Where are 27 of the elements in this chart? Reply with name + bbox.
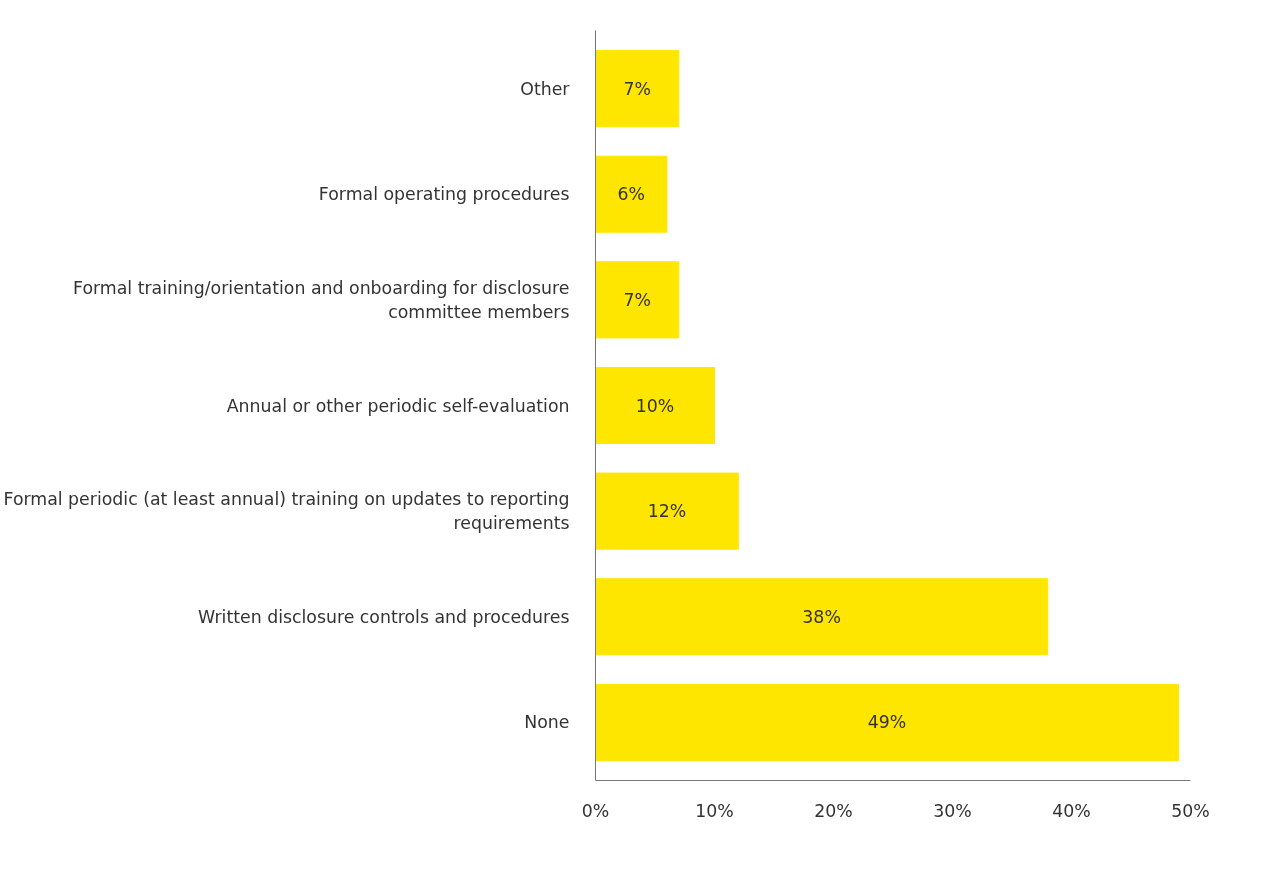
y-tick-label: Formal training/orientation and onboarding for disclosure committee members: [73, 277, 570, 322]
bar: [595, 578, 1049, 656]
y-tick-label: Formal operating procedures: [318, 184, 570, 205]
data-label: 6%: [617, 184, 645, 205]
x-tick-label: 20%: [814, 800, 853, 821]
data-label: 10%: [635, 395, 675, 416]
x-tick-label: 40%: [1052, 800, 1091, 821]
data-label: 7%: [623, 78, 651, 99]
x-tick-label: 30%: [933, 800, 972, 821]
y-tick-label: Written disclosure controls and procedures: [198, 606, 570, 627]
bar: [595, 366, 715, 445]
x-tick-label: 50%: [1171, 800, 1210, 821]
data-label: 49%: [867, 712, 907, 733]
y-tick-label: Formal periodic (at least annual) training on updates to reporting requirements: [3, 489, 570, 534]
bar: [595, 155, 668, 233]
x-tick-label: 0%: [581, 800, 610, 821]
data-label: 12%: [647, 501, 687, 522]
y-tick-label: None: [524, 712, 570, 733]
y-tick-label: Annual or other periodic self-evaluation: [226, 395, 570, 416]
bar: [595, 50, 680, 128]
y-tick-label: Other: [520, 78, 571, 99]
bar: [595, 683, 1180, 761]
bar: [595, 472, 739, 550]
x-tick-label: 10%: [695, 800, 734, 821]
data-label: 38%: [802, 606, 841, 627]
data-label: 7%: [623, 289, 651, 310]
bar: [595, 261, 680, 339]
